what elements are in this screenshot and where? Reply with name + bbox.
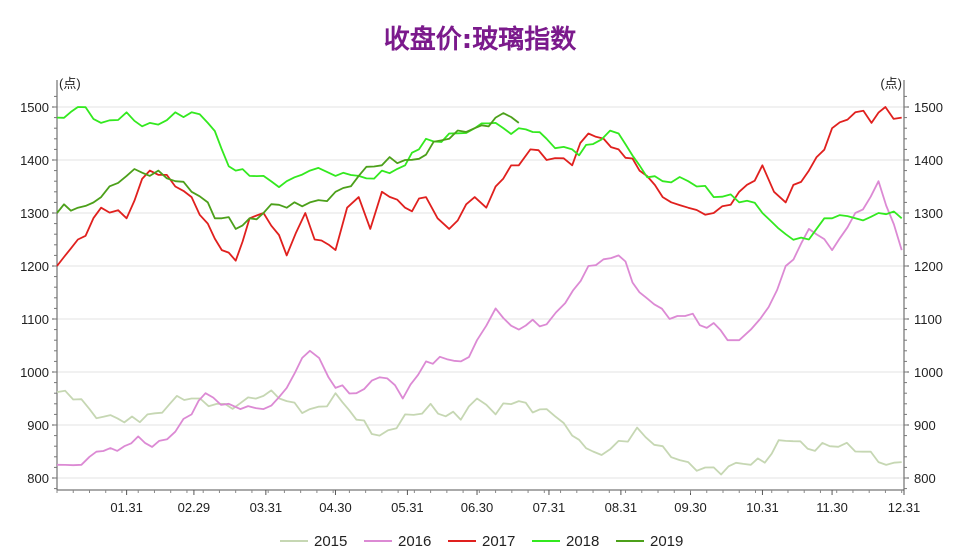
legend-label: 2018 — [566, 533, 599, 550]
legend-label: 2015 — [314, 533, 347, 550]
series-line-2016 — [56, 180, 903, 467]
legend: 2015 2016 2017 2018 2019 — [280, 533, 683, 550]
y-tick-label-right: 1400 — [914, 153, 943, 168]
y-tick-label-right: 1200 — [914, 259, 943, 274]
series-line-2015 — [56, 389, 902, 476]
y-tick-label-left: 1000 — [20, 365, 49, 380]
x-ticks: 01.31 02.29 03.31 04.30 05.31 06.30 07.31 08.31… — [56, 490, 921, 515]
series-line-2017 — [56, 106, 902, 267]
y-tick-label-right: 900 — [914, 418, 936, 433]
y-tick-label-right: 1300 — [914, 206, 943, 221]
y-ticks-right: 800 900 1000 1100 1200 1300 1400 1500 — [904, 95, 943, 490]
legend-label: 2019 — [650, 533, 683, 550]
series-lines — [56, 106, 903, 476]
chart-title: 收盘价:玻璃指数 — [384, 24, 577, 55]
x-tick-label: 12.31 — [888, 500, 921, 515]
y-tick-label-left: 1500 — [20, 100, 49, 115]
y-tick-label-right: 1100 — [914, 312, 942, 327]
y-tick-label-left: 800 — [27, 471, 49, 486]
x-tick-label: 08.31 — [605, 500, 638, 515]
x-tick-label: 04.30 — [319, 500, 352, 515]
x-tick-label: 06.30 — [461, 500, 494, 515]
y-ticks-left: 800 900 1000 1100 1200 1300 1400 1500 — [20, 95, 57, 490]
x-tick-label: 10.31 — [746, 500, 779, 515]
y-tick-label-right: 800 — [914, 471, 936, 486]
y-tick-label-left: 1200 — [20, 259, 49, 274]
x-tick-label: 09.30 — [674, 500, 707, 515]
x-tick-label: 07.31 — [533, 500, 566, 515]
y-tick-label-left: 1300 — [20, 206, 49, 221]
x-tick-label: 05.31 — [391, 500, 424, 515]
y-tick-label-right: 1500 — [914, 100, 943, 115]
y-tick-label-left: 900 — [27, 418, 49, 433]
legend-label: 2017 — [482, 533, 515, 550]
x-tick-label: 02.29 — [178, 500, 211, 515]
x-tick-label: 11.30 — [816, 500, 848, 515]
y-unit-left: (点) — [59, 76, 81, 91]
y-unit-right: (点) — [880, 76, 902, 91]
y-tick-label-left: 1400 — [20, 153, 49, 168]
x-tick-label: 01.31 — [110, 500, 143, 515]
x-tick-label: 03.31 — [250, 500, 283, 515]
grid — [57, 106, 904, 479]
series-line-2019 — [56, 112, 520, 230]
y-tick-label-right: 1000 — [914, 365, 943, 380]
legend-label: 2016 — [398, 533, 431, 550]
y-tick-label-left: 1100 — [21, 312, 49, 327]
